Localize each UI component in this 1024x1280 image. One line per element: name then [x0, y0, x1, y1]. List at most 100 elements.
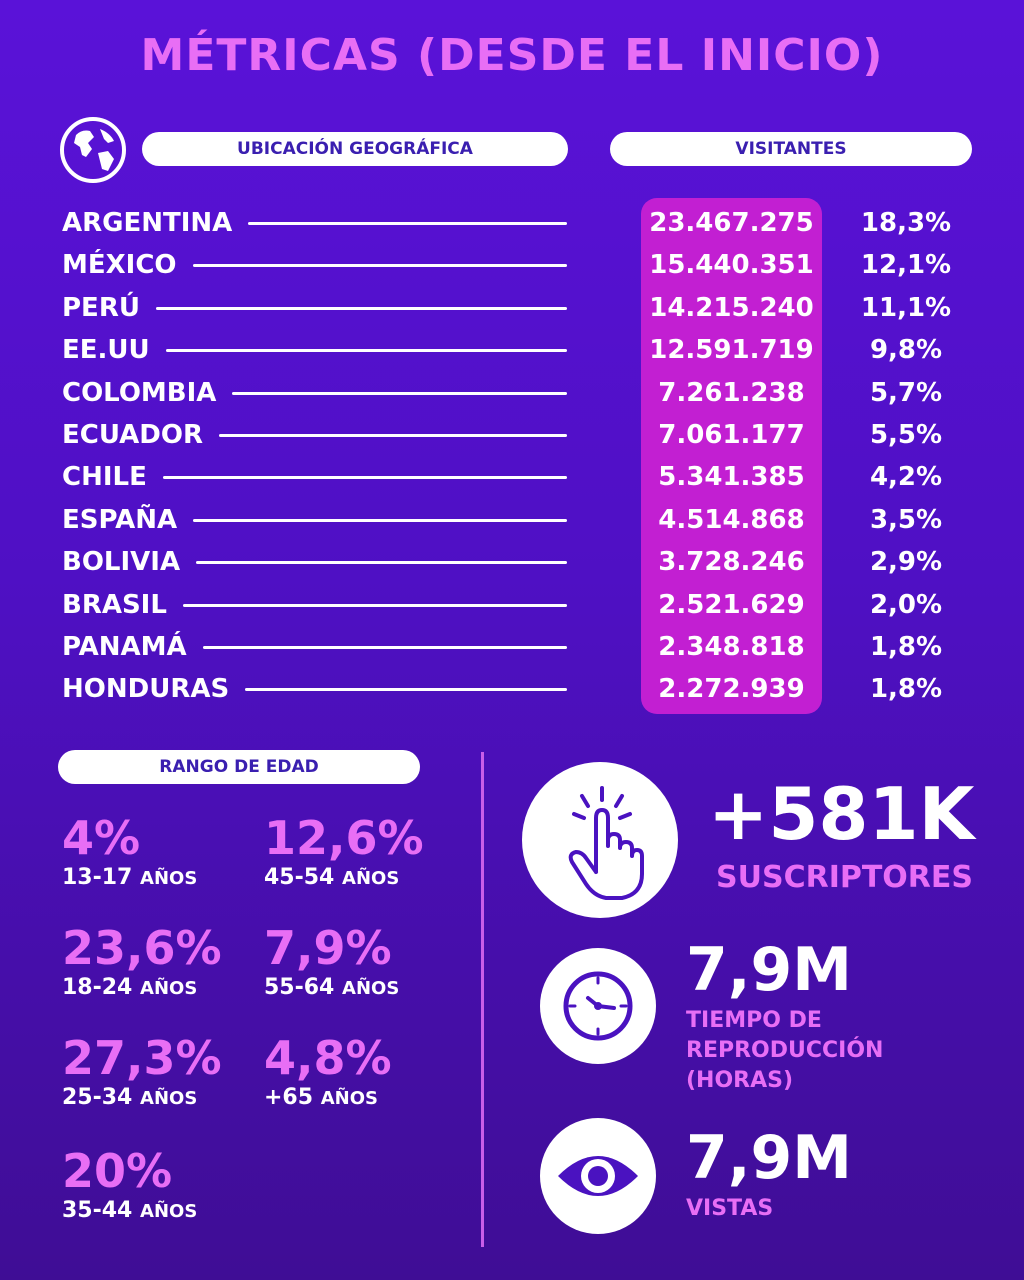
- age-range-value: 25-34: [62, 1085, 133, 1110]
- country-name: PERÚ: [62, 292, 140, 323]
- country-visitors: 5.341.385: [658, 462, 805, 493]
- country-percentage: 11,1%: [860, 292, 952, 323]
- age-range-value: 45-54: [264, 865, 335, 890]
- age-range-suffix: AÑOS: [320, 1088, 378, 1109]
- country-visitors: 3.728.246: [658, 547, 805, 578]
- views-label: VISTAS: [686, 1196, 774, 1221]
- country-connector-line: [245, 688, 567, 692]
- watch-time-label-line: (HORAS): [686, 1068, 794, 1093]
- watch-time-circle: [540, 948, 656, 1064]
- age-range-label: 25-34 AÑOS: [62, 1084, 292, 1113]
- country-name: ARGENTINA: [62, 208, 233, 238]
- age-range-item: 7,9% 55-64 AÑOS: [264, 922, 494, 1003]
- country-name: ECUADOR: [62, 420, 203, 450]
- country-connector-line: [166, 349, 567, 353]
- country-connector-line: [193, 264, 567, 268]
- visitors-header: VISITANTES: [610, 132, 972, 166]
- country-row: PANAMÁ 2.348.818 1,8%: [62, 626, 962, 668]
- age-range-value: 18-24: [62, 975, 133, 1000]
- country-name: PANAMÁ: [62, 632, 187, 662]
- age-range-item: 4% 13-17 AÑOS: [62, 812, 292, 893]
- country-visitors: 2.348.818: [658, 632, 805, 662]
- country-visitors: 23.467.275: [649, 208, 814, 238]
- subscribers-label: SUSCRIPTORES: [716, 860, 974, 895]
- watch-time-label-line: TIEMPO DE: [686, 1008, 822, 1033]
- country-percentage: 5,7%: [869, 377, 943, 408]
- watch-time-label: TIEMPO DE REPRODUCCIÓN (HORAS): [686, 1006, 883, 1096]
- country-connector-line: [196, 561, 567, 565]
- country-name: CHILE: [62, 462, 147, 493]
- age-range-label: 55-64 AÑOS: [264, 974, 494, 1003]
- country-percentage: 5,5%: [869, 420, 943, 450]
- country-visitors: 15.440.351: [649, 250, 814, 281]
- age-percentage: 4%: [62, 811, 141, 865]
- country-percentage: 2,0%: [869, 589, 943, 620]
- country-connector-line: [163, 476, 567, 480]
- country-row: BOLIVIA 3.728.246 2,9%: [62, 541, 962, 583]
- section-divider: [481, 752, 484, 1247]
- country-connector-line: [248, 222, 567, 225]
- country-percentage: 3,5%: [869, 504, 943, 535]
- country-visitors: 7.261.238: [658, 377, 805, 408]
- watch-time-value: 7,9M: [686, 935, 852, 1005]
- age-range-suffix: AÑOS: [342, 978, 400, 999]
- age-range-item: 20% 35-44 AÑOS: [62, 1145, 292, 1226]
- country-connector-line: [232, 391, 567, 395]
- country-connector-line: [183, 603, 567, 607]
- watch-time-label-line: REPRODUCCIÓN: [686, 1038, 884, 1063]
- country-visitors: 7.061.177: [658, 420, 805, 450]
- country-visitors: 14.215.240: [649, 292, 814, 323]
- age-range-value: 13-17: [62, 865, 133, 890]
- age-percentage: 12,6%: [264, 811, 424, 865]
- country-row: CHILE 5.341.385 4,2%: [62, 456, 962, 498]
- country-percentage: 4,2%: [869, 462, 943, 493]
- page-title: MÉTRICAS (DESDE EL INICIO): [140, 30, 884, 81]
- country-percentage: 12,1%: [860, 250, 952, 281]
- country-row: ECUADOR 7.061.177 5,5%: [62, 414, 962, 456]
- country-row: EE.UU 12.591.719 9,8%: [62, 329, 962, 371]
- country-connector-line: [156, 306, 567, 310]
- country-row: PERÚ 14.215.240 11,1%: [62, 287, 962, 329]
- country-row: COLOMBIA 7.261.238 5,7%: [62, 372, 962, 414]
- country-connector-line: [203, 646, 567, 649]
- age-range-label: 45-54 AÑOS: [264, 864, 494, 893]
- country-row: ESPAÑA 4.514.868 3,5%: [62, 499, 962, 541]
- subscribers-value: +581K: [708, 772, 975, 856]
- age-range-label: 18-24 AÑOS: [62, 974, 292, 1003]
- views-value: 7,9M: [686, 1123, 852, 1193]
- country-connector-line: [219, 434, 567, 437]
- age-range-suffix: AÑOS: [140, 978, 198, 999]
- eye-icon: [558, 1156, 638, 1196]
- age-range-label: +65 AÑOS: [264, 1084, 494, 1113]
- country-row: BRASIL 2.521.629 2,0%: [62, 584, 962, 626]
- geo-header: UBICACIÓN GEOGRÁFICA: [142, 132, 568, 166]
- country-row: ARGENTINA 23.467.275 18,3%: [62, 202, 962, 244]
- age-range-value: 35-44: [62, 1198, 133, 1223]
- age-range-item: 12,6% 45-54 AÑOS: [264, 812, 494, 893]
- country-percentage: 18,3%: [860, 208, 952, 238]
- country-name: HONDURAS: [62, 674, 230, 705]
- age-percentage: 7,9%: [264, 921, 392, 975]
- age-range-item: 4,8% +65 AÑOS: [264, 1032, 494, 1113]
- country-name: BOLIVIA: [62, 547, 181, 578]
- country-visitors: 2.521.629: [658, 589, 805, 620]
- age-header: RANGO DE EDAD: [58, 750, 420, 784]
- country-name: ESPAÑA: [62, 504, 178, 535]
- age-range-suffix: AÑOS: [342, 868, 400, 889]
- age-range-value: +65: [264, 1085, 314, 1110]
- age-percentage: 27,3%: [62, 1031, 222, 1085]
- age-range-label: 35-44 AÑOS: [62, 1197, 292, 1226]
- age-range-suffix: AÑOS: [140, 1201, 198, 1222]
- country-visitors: 4.514.868: [658, 504, 805, 535]
- country-visitors: 2.272.939: [658, 674, 805, 705]
- age-percentage: 20%: [62, 1144, 173, 1198]
- age-percentage: 23,6%: [62, 921, 222, 975]
- click-hand-icon: [568, 786, 644, 900]
- age-range-suffix: AÑOS: [140, 1088, 198, 1109]
- country-connector-line: [193, 518, 567, 522]
- age-range-item: 23,6% 18-24 AÑOS: [62, 922, 292, 1003]
- country-row: HONDURAS 2.272.939 1,8%: [62, 668, 962, 710]
- views-circle: [540, 1118, 656, 1234]
- country-row: MÉXICO 15.440.351 12,1%: [62, 244, 962, 286]
- globe-icon: [60, 117, 126, 183]
